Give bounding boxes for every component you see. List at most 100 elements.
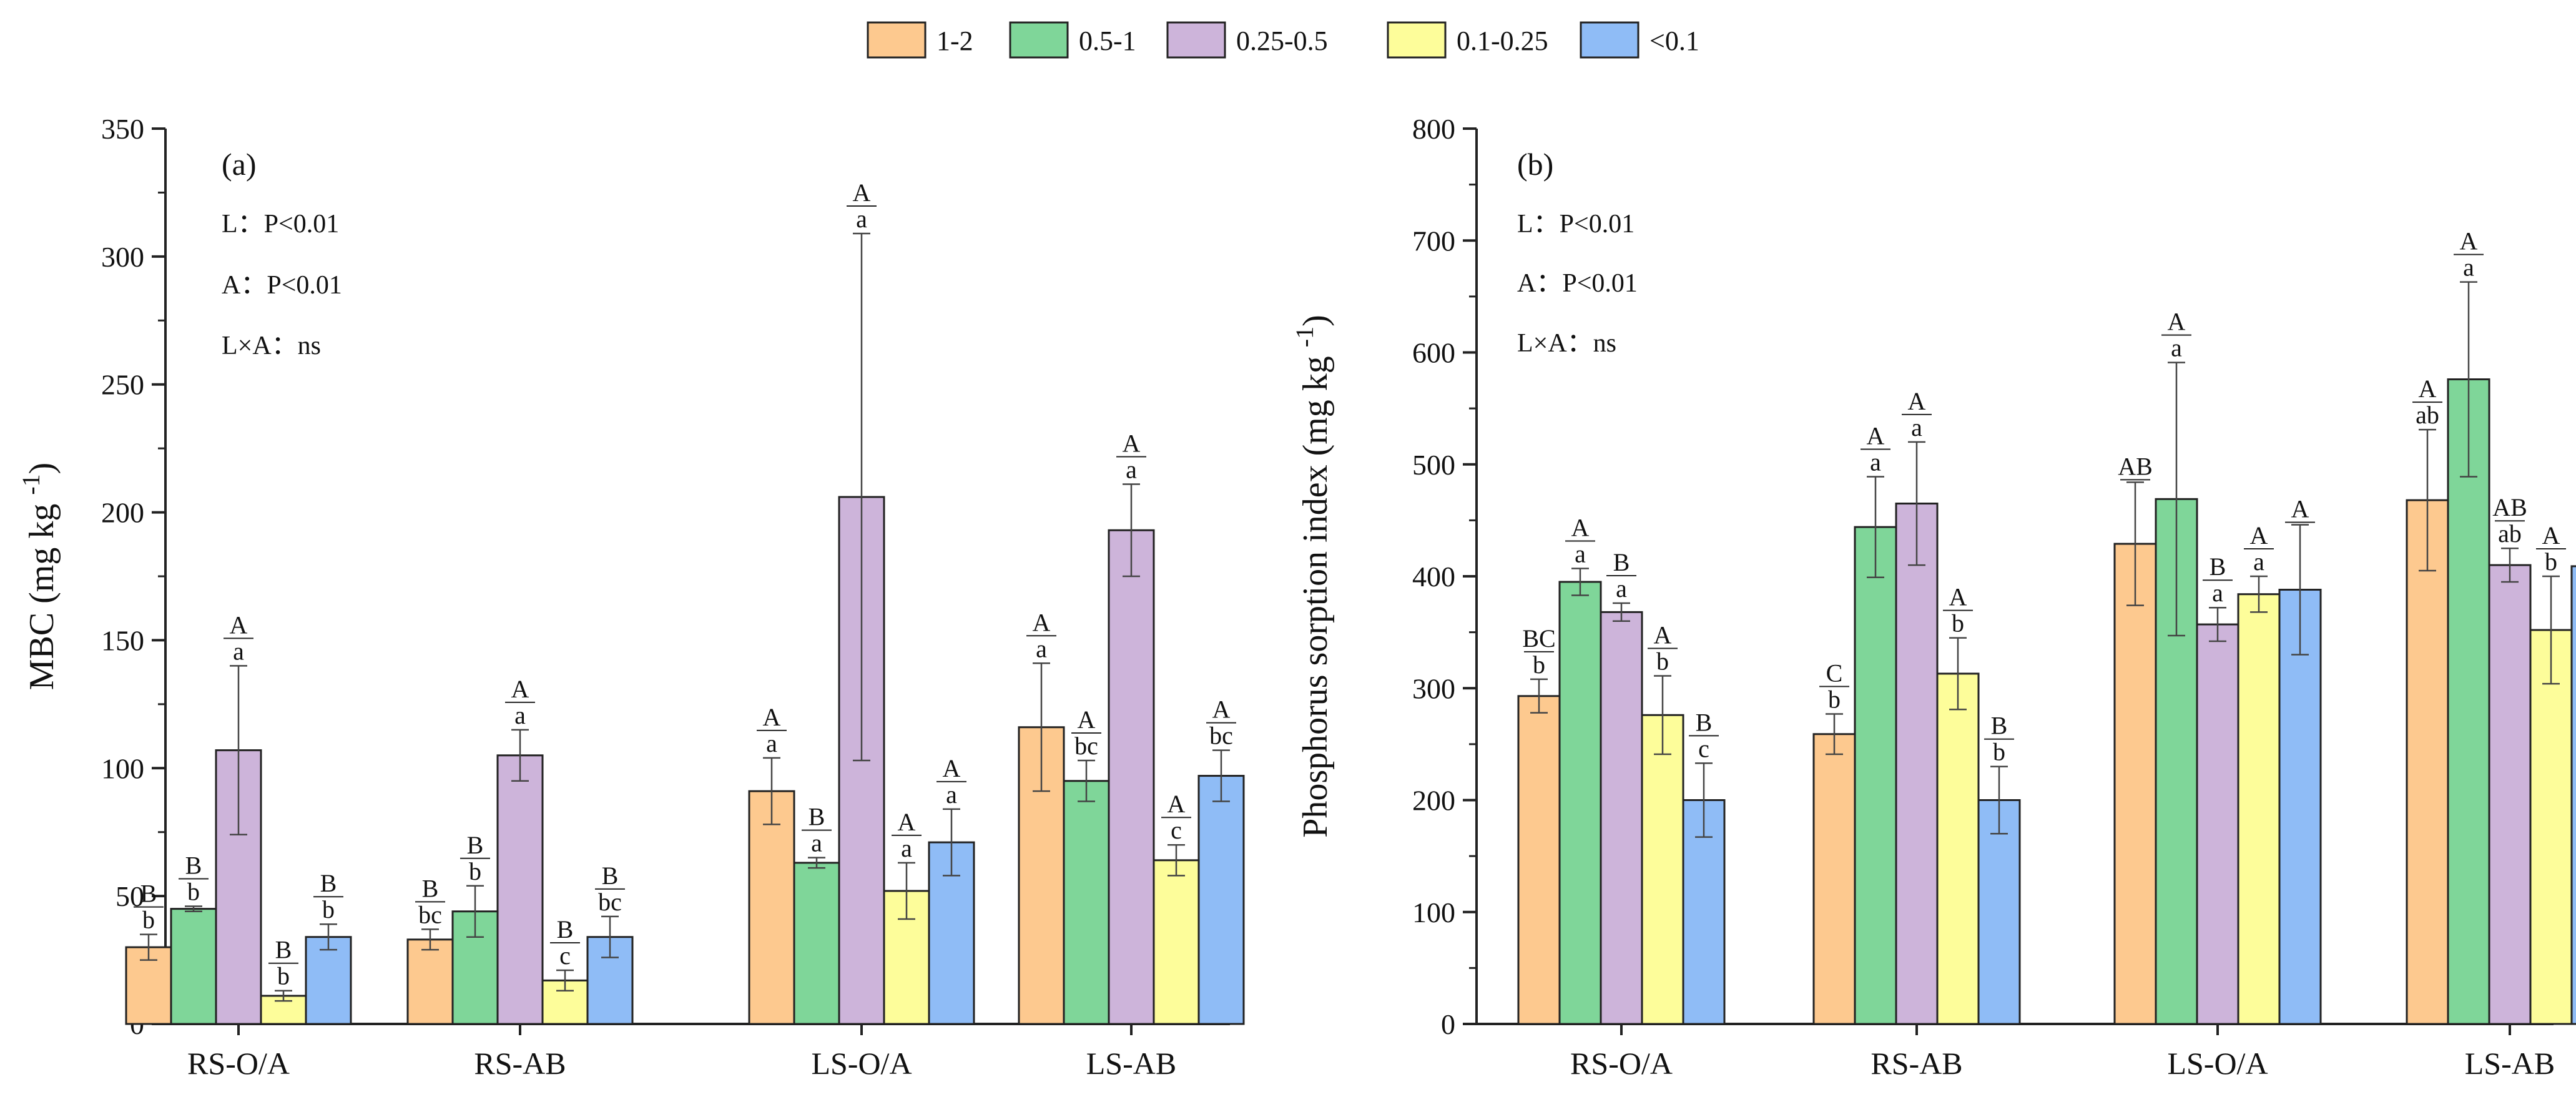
significance-lower: ab xyxy=(2498,519,2522,548)
bar xyxy=(1895,502,1939,1025)
panel-b-phosphorus-chart: 0 100 200 300 400 500 600 700 800 Phosphorus sorp… xyxy=(1290,113,2576,1081)
significance-upper: B xyxy=(467,831,484,859)
bar xyxy=(793,862,840,1025)
bar xyxy=(2570,565,2576,1025)
significance-lower: c xyxy=(559,942,571,970)
significance-lower: b xyxy=(1533,651,1545,679)
significance-upper: A xyxy=(1078,706,1096,734)
significance-upper: A xyxy=(2460,227,2478,255)
significance-upper: B xyxy=(1613,548,1630,576)
significance-lower: a xyxy=(856,205,867,233)
significance-stat: L×A：ns xyxy=(1517,329,1616,358)
significance-lower: a xyxy=(901,834,912,862)
significance-upper: A xyxy=(1571,513,1590,541)
bar xyxy=(1854,526,1897,1025)
significance-upper: A xyxy=(898,808,916,836)
significance-lower: a xyxy=(2463,253,2474,282)
panel-a-mbc-chart: 050100150200250300350MBC (mg kg -1)(a)L：… xyxy=(17,113,1245,1081)
significance-lower: a xyxy=(766,729,777,757)
significance-upper: A xyxy=(943,754,961,782)
significance-lower: bc xyxy=(1209,722,1233,750)
significance-upper: C xyxy=(1826,659,1843,687)
y-tick-label: 150 xyxy=(101,624,144,656)
significance-lower: b xyxy=(2545,548,2557,576)
significance-lower: a xyxy=(233,637,244,665)
significance-upper: B xyxy=(2210,553,2226,581)
y-tick-label: 300 xyxy=(101,241,144,273)
y-tick-label: 200 xyxy=(1412,785,1455,817)
y-axis-title-text: MBC (mg kg xyxy=(22,495,61,691)
legend-swatch xyxy=(1387,21,1447,59)
bar xyxy=(2196,623,2239,1025)
significance-upper: B xyxy=(602,862,619,890)
x-tick-label: RS-O/A xyxy=(1570,1046,1673,1081)
bar xyxy=(1063,780,1110,1025)
x-tick-label: RS-AB xyxy=(1871,1046,1962,1081)
significance-lower: a xyxy=(1575,539,1586,568)
significance-lower: a xyxy=(1870,448,1881,476)
significance-lower: bc xyxy=(1074,732,1098,760)
y-tick-label: 700 xyxy=(1412,225,1455,257)
significance-upper: A xyxy=(1867,421,1885,450)
significance-lower: b xyxy=(1656,647,1669,676)
legend-swatch xyxy=(867,21,927,59)
bar xyxy=(1641,714,1684,1025)
significance-upper: A xyxy=(2291,495,2309,523)
significance-lower: b xyxy=(1993,738,2005,766)
y-axis-title-close: ) xyxy=(22,463,61,475)
significance-upper: A xyxy=(2542,521,2560,549)
significance-upper: A xyxy=(230,611,248,639)
legend-swatch xyxy=(1009,21,1069,59)
x-tick-label: LS-AB xyxy=(2465,1046,2555,1081)
significance-lower: b xyxy=(1952,609,1964,637)
significance-upper: A xyxy=(1949,583,1967,611)
significance-upper: A xyxy=(511,675,529,703)
bar xyxy=(2113,543,2157,1025)
y-tick-label: 250 xyxy=(101,369,144,401)
y-tick-label: 0 xyxy=(1441,1008,1455,1040)
x-tick-label: RS-AB xyxy=(474,1046,566,1081)
x-tick-label: LS-O/A xyxy=(2167,1046,2268,1081)
bar xyxy=(2488,564,2532,1025)
bar xyxy=(2278,589,2322,1025)
significance-lower: b xyxy=(469,857,481,885)
significance-upper: A xyxy=(1123,430,1141,458)
x-tick-label: RS-O/A xyxy=(187,1046,290,1081)
legend-swatch xyxy=(1166,21,1226,59)
significance-lower: bc xyxy=(418,900,442,928)
significance-upper: A xyxy=(853,179,871,207)
x-tick-label: LS-O/A xyxy=(811,1046,912,1081)
significance-upper: A xyxy=(1212,696,1231,724)
significance-lower: a xyxy=(2212,579,2223,607)
significance-lower: c xyxy=(1171,816,1182,844)
significance-lower: a xyxy=(946,780,957,809)
significance-upper: B xyxy=(422,874,439,902)
significance-upper: B xyxy=(320,869,337,897)
significance-upper: A xyxy=(1168,790,1186,818)
bar xyxy=(1600,611,1643,1025)
significance-lower: c xyxy=(1698,734,1709,762)
significance-upper: BC xyxy=(1522,624,1555,652)
panel-tag: (b) xyxy=(1517,147,1553,182)
y-axis-title-text: Phosphorus sorption index (mg kg xyxy=(1296,347,1335,838)
significance-lower: b xyxy=(277,962,290,990)
significance-upper: A xyxy=(2250,521,2268,549)
significance-stat: L：P<0.01 xyxy=(222,210,339,239)
significance-upper: A xyxy=(1908,387,1926,415)
significance-stat: A：P<0.01 xyxy=(1517,269,1638,298)
y-tick-label: 800 xyxy=(1412,113,1455,145)
bar xyxy=(748,790,795,1025)
bar xyxy=(1812,733,1856,1025)
y-tick-label: 300 xyxy=(1412,672,1455,704)
significance-lower: a xyxy=(514,701,526,729)
legend-label: 0.5-1 xyxy=(1079,26,1136,56)
bar xyxy=(1936,672,1980,1025)
bar xyxy=(2237,593,2281,1025)
y-tick-label: 400 xyxy=(1412,561,1455,593)
significance-upper: A xyxy=(2168,308,2186,336)
bar xyxy=(1517,695,1561,1025)
legend-label: 0.25-0.5 xyxy=(1236,26,1328,56)
significance-upper: B xyxy=(809,803,825,831)
bar xyxy=(1558,581,1602,1025)
